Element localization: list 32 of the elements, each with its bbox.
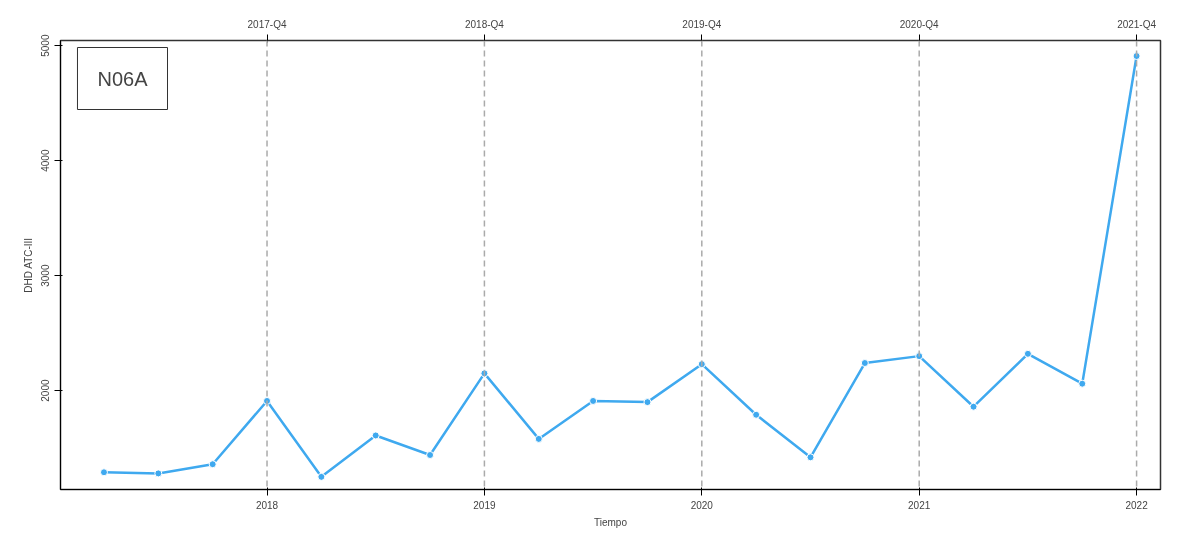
point (426, 451, 435, 459)
point (752, 410, 761, 419)
y-tick-label: 5000 (40, 34, 52, 57)
point (534, 434, 543, 443)
x-tick-label: 2020 (690, 499, 714, 511)
point (317, 472, 326, 481)
ref-line-label: 2020-Q4 (899, 18, 940, 30)
x-tick-label: 2019 (473, 499, 496, 511)
point (371, 431, 380, 440)
point (806, 453, 815, 462)
point (208, 460, 217, 469)
ref-line-label: 2021-Q4 (1117, 18, 1157, 30)
x-tick-label: 2018 (255, 499, 279, 511)
text: N06A (97, 67, 149, 90)
point (154, 469, 163, 478)
point (589, 396, 598, 405)
point (643, 398, 652, 407)
point (1023, 349, 1032, 358)
point (99, 468, 108, 477)
ref-line-label: 2018-Q4 (464, 18, 505, 30)
x-tick-label: 2022 (1125, 499, 1149, 511)
point (969, 402, 978, 411)
x-tick-label: 2021 (908, 499, 931, 511)
point (860, 359, 869, 368)
ref-line-label: 2019-Q4 (682, 18, 722, 30)
x-axis-title: Tiempo (594, 516, 628, 528)
y-tick-label: 2000 (40, 379, 52, 402)
y-tick-label: 3000 (40, 264, 52, 287)
ref-line-label: 2017-Q4 (247, 18, 287, 30)
point (1078, 379, 1087, 388)
y-tick-label: 4000 (40, 149, 52, 172)
y-axis-title: DHD ATC-III (22, 237, 34, 293)
